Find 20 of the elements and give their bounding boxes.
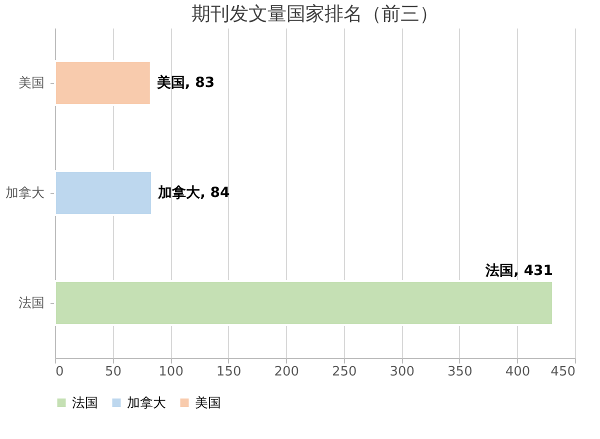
legend-label: 美国 [195,394,221,411]
chart-title: 期刊发文量国家排名（前三） [192,3,438,25]
legend-label: 法国 [72,396,98,411]
x-tick-label: 300 [390,364,415,380]
x-tick-label: 200 [274,364,300,380]
data-label: 美国, 83 [156,74,215,91]
x-tick-label: 0 [56,364,64,380]
x-tick-label: 350 [448,364,472,380]
y-tick-label: 法国 [18,296,44,311]
data-label: 法国, 431 [484,263,554,279]
x-tick-label: 100 [158,364,184,380]
x-tick-label: 250 [332,364,357,380]
y-tick-label: 加拿大 [6,186,44,201]
y-tick-label: 美国 [18,75,44,91]
x-tick-label: 150 [216,364,242,380]
data-label: 加拿大, 84 [157,185,230,201]
x-tick-label: 400 [505,364,530,380]
x-tick-label: 50 [105,364,122,380]
legend-label: 加拿大 [127,396,166,411]
x-tick-label: 450 [550,364,576,380]
